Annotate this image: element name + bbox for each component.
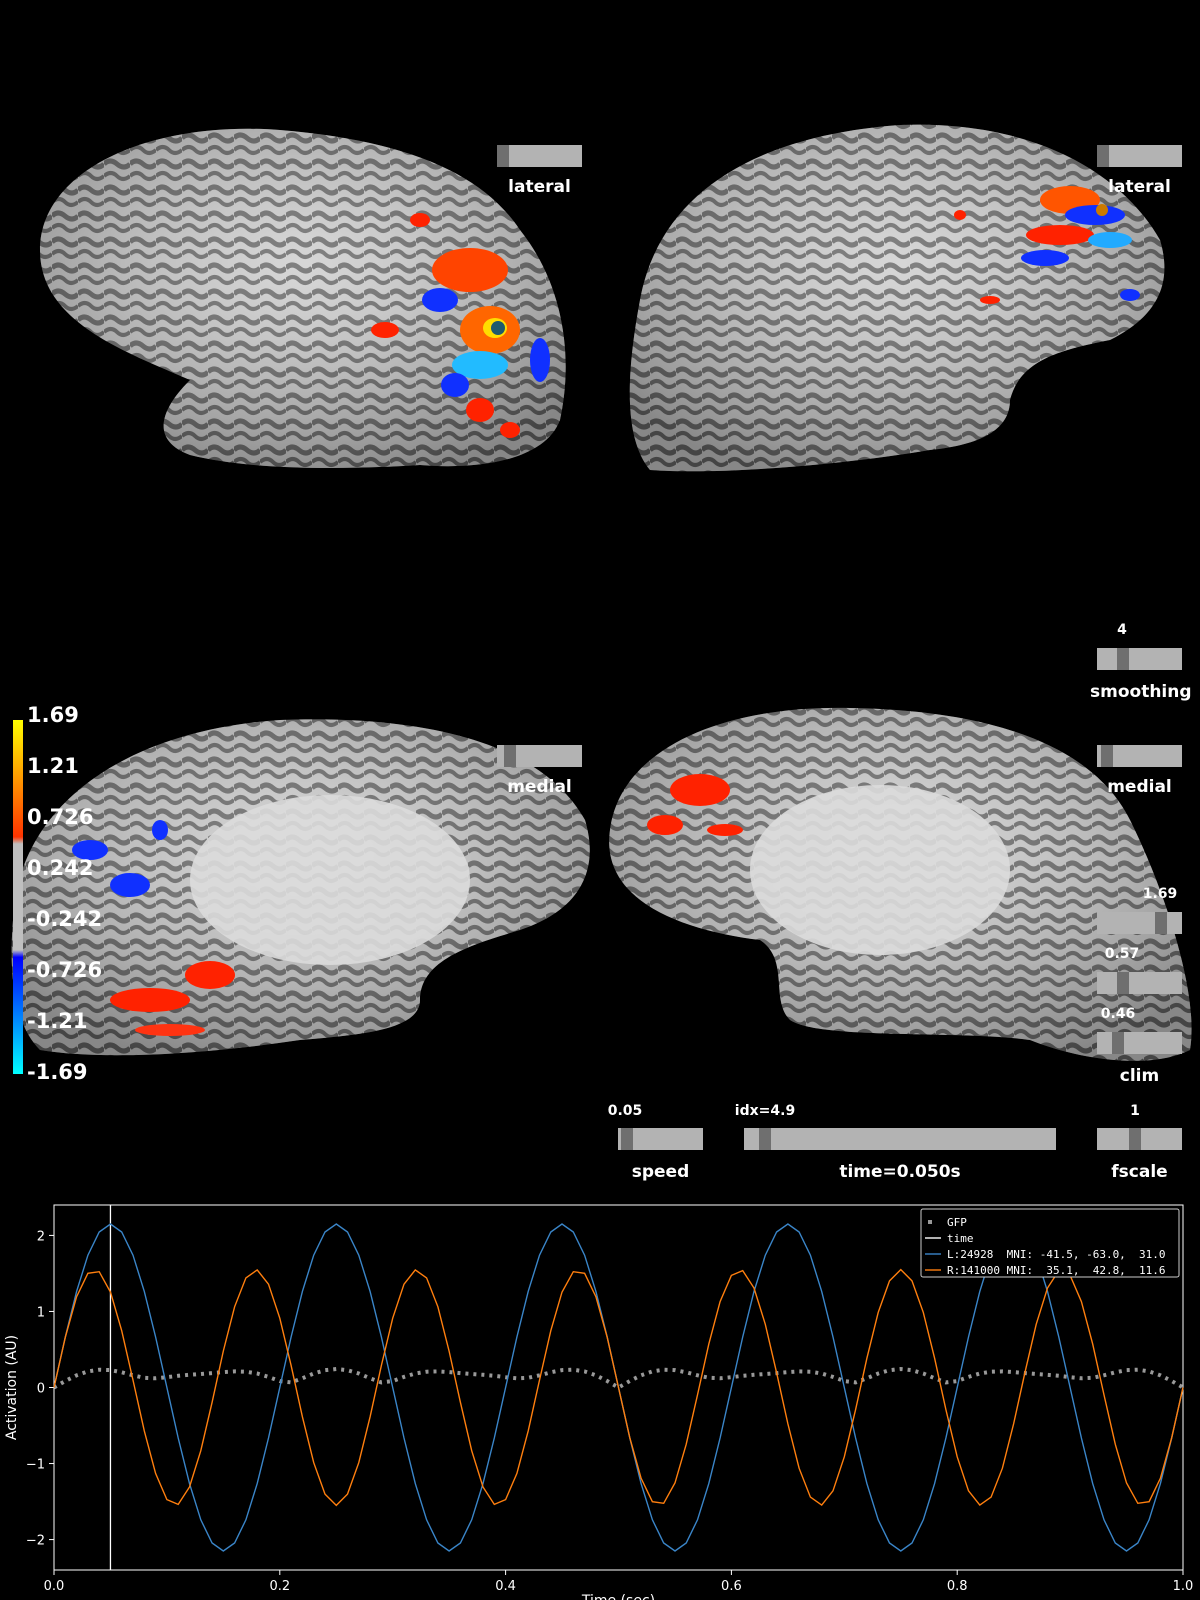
x-tick-label: 0.6 — [721, 1579, 742, 1594]
y-axis-label: Activation (AU) — [4, 1335, 20, 1440]
colorbar-tick-label: -1.21 — [27, 1009, 88, 1033]
view-label-top-right: lateral — [1108, 177, 1171, 197]
colorbar-tick-label: 0.242 — [27, 856, 94, 880]
smoothing-slider[interactable] — [1097, 648, 1182, 670]
view-slider-bottom-right[interactable] — [1097, 745, 1182, 767]
slider-handle[interactable] — [1117, 648, 1129, 670]
colorbar-tick-label: 1.21 — [27, 754, 79, 778]
legend-entry: R:141000 MNI: 35.1, 42.8, 11.6 — [947, 1264, 1166, 1277]
timecourse-plot[interactable]: 0.0 0.2 0.4 0.6 0.8 1.0 2 1 0 −1 −2 Time (sec) Activ… — [0, 1195, 1200, 1600]
speed-label: speed — [631, 1162, 690, 1182]
clim-label: clim — [1119, 1066, 1160, 1086]
activation-blobs — [647, 774, 743, 836]
x-tick-label: 0.8 — [947, 1579, 968, 1594]
activation-blobs — [371, 213, 550, 438]
time-label: time=0.050s — [839, 1162, 961, 1182]
slider-handle[interactable] — [759, 1128, 771, 1150]
colorbar-tick-label: -1.69 — [27, 1060, 88, 1084]
y-tick-label: −1 — [26, 1458, 45, 1473]
time-slider[interactable] — [744, 1128, 1056, 1150]
series-line — [53, 1268, 1184, 1507]
smoothing-value: 4 — [1117, 622, 1127, 638]
slider-handle[interactable] — [1112, 1032, 1124, 1054]
fscale-label: fscale — [1111, 1162, 1168, 1182]
gfp-line — [53, 1366, 1184, 1390]
x-tick-label: 0.2 — [269, 1579, 290, 1594]
y-tick-label: 0 — [37, 1382, 45, 1397]
view-label-top-left: lateral — [508, 177, 571, 197]
colorbar-tick-label: 0.726 — [27, 805, 94, 829]
legend-entry: time — [947, 1232, 974, 1245]
fscale-value: 1 — [1130, 1103, 1140, 1119]
time-index-value: idx=4.9 — [734, 1103, 796, 1119]
slider-handle[interactable] — [1117, 972, 1129, 994]
legend-swatch — [928, 1220, 932, 1224]
colorbar-tick-label: -0.726 — [27, 958, 103, 982]
brain-top-left-lateral[interactable] — [40, 128, 566, 468]
x-tick-label: 0.4 — [495, 1579, 516, 1594]
clim-mid-slider[interactable] — [1097, 972, 1182, 994]
colorbar — [13, 720, 23, 1074]
x-tick-label: 0.0 — [44, 1579, 65, 1594]
brain-render-canvas[interactable] — [0, 0, 1200, 1180]
slider-handle[interactable] — [1155, 912, 1167, 934]
slider-handle[interactable] — [1129, 1128, 1141, 1150]
clim-max-slider[interactable] — [1097, 912, 1182, 934]
y-tick-label: 1 — [37, 1305, 45, 1320]
clim-max-value: 1.69 — [1142, 886, 1178, 902]
view-slider-bottom-left[interactable] — [497, 745, 582, 767]
view-label-bottom-right: medial — [1107, 777, 1172, 797]
clim-min-value: 0.46 — [1100, 1006, 1136, 1022]
brain-top-right-lateral[interactable] — [629, 124, 1165, 472]
y-tick-label: 2 — [37, 1229, 45, 1244]
activation-blobs — [72, 820, 235, 1036]
view-label-bottom-left: medial — [507, 777, 572, 797]
legend-entry: L:24928 MNI: -41.5, -63.0, 31.0 — [947, 1248, 1166, 1261]
clim-mid-value: 0.57 — [1104, 946, 1140, 962]
speed-value: 0.05 — [607, 1103, 643, 1119]
legend-box — [920, 1208, 1180, 1278]
view-slider-top-left[interactable] — [497, 145, 582, 167]
colorbar-tick-label: 1.69 — [27, 703, 79, 727]
smoothing-label: smoothing — [1090, 682, 1192, 702]
fscale-slider[interactable] — [1097, 1128, 1182, 1150]
slider-handle[interactable] — [1097, 145, 1109, 167]
speed-slider[interactable] — [618, 1128, 703, 1150]
slider-handle[interactable] — [621, 1128, 633, 1150]
x-tick-label: 1.0 — [1173, 1579, 1194, 1594]
legend-entry: GFP — [947, 1216, 967, 1229]
colorbar-tick-label: -0.242 — [27, 907, 103, 931]
activation-blobs — [954, 186, 1140, 304]
slider-handle[interactable] — [1101, 745, 1113, 767]
slider-handle[interactable] — [497, 145, 509, 167]
view-slider-top-right[interactable] — [1097, 145, 1182, 167]
x-axis-label: Time (sec) — [581, 1593, 655, 1600]
slider-handle[interactable] — [504, 745, 516, 767]
brain-bottom-right-medial[interactable] — [609, 707, 1192, 1061]
clim-min-slider[interactable] — [1097, 1032, 1182, 1054]
brain-bottom-left-medial[interactable] — [11, 719, 590, 1056]
y-tick-label: −2 — [26, 1534, 45, 1549]
